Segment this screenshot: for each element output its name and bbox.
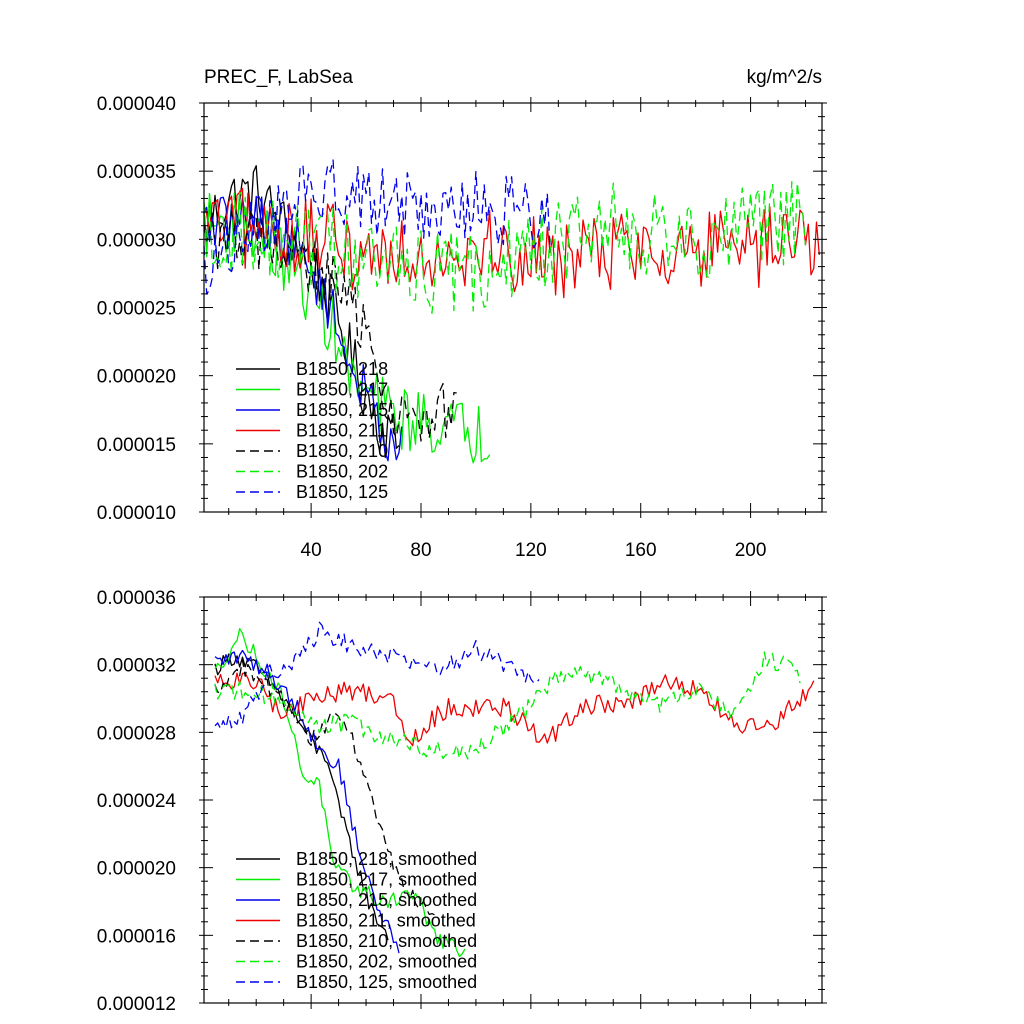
bottom-panel: 0.000012 0.000016 0.000020 0.000024 0.000028… [97, 588, 827, 1015]
series-line-6 [203, 159, 551, 295]
legend-label: B1850, 217, smoothed [296, 870, 477, 890]
y-tick-label: 0.000030 [97, 230, 176, 251]
legend-label: B1850, 215 [296, 400, 388, 420]
chart-title: PREC_F, LabSea [204, 67, 353, 88]
y-tick-label: 0.000010 [97, 503, 176, 524]
series-line-2 [214, 649, 400, 954]
legend-label: B1850, 210, smoothed [296, 931, 477, 951]
y-tick-label: 0.000020 [97, 859, 176, 880]
x-tick-label: 120 [515, 540, 547, 561]
y-tick-label: 0.000040 [97, 94, 176, 115]
legend-label: B1850, 125, smoothed [296, 972, 477, 992]
legend-label: B1850, 211 [296, 421, 387, 441]
legend-label: B1850, 202 [296, 462, 388, 482]
x-tick-label: 40 [301, 540, 322, 561]
x-tick-label: 80 [410, 540, 431, 561]
legend-label: B1850, 210 [296, 441, 388, 461]
y-tick-label: 0.000035 [97, 162, 176, 183]
y-tick-label: 0.000032 [97, 656, 176, 677]
x-tick-label: 160 [625, 540, 657, 561]
legend-label: B1850, 218 [296, 359, 388, 379]
series-line-0 [214, 653, 389, 941]
series-line-1 [203, 190, 491, 464]
top-panel: PREC_F, LabSea kg/m^2/s 0.000010 0.000015… [97, 67, 827, 561]
x-tick-label: 200 [735, 540, 767, 561]
legend-label: B1850, 215, smoothed [296, 890, 477, 910]
y-tick-label: 0.000036 [97, 588, 176, 609]
series-line-4 [203, 211, 457, 442]
y-tick-label: 0.000012 [97, 994, 176, 1015]
series-line-5 [214, 651, 801, 760]
legend-label: B1850, 202, smoothed [296, 952, 477, 972]
y-tick-label: 0.000015 [97, 435, 176, 456]
units-label: kg/m^2/s [747, 67, 822, 88]
series-line-3 [203, 187, 820, 299]
series-line-5 [203, 180, 807, 314]
legend-label: B1850, 218, smoothed [296, 849, 477, 869]
legend-label: B1850, 211, smoothed [296, 911, 476, 931]
series-line-3 [214, 672, 815, 747]
legend-label: B1850, 125 [296, 482, 388, 502]
y-tick-label: 0.000020 [97, 367, 176, 388]
y-tick-label: 0.000024 [97, 791, 177, 812]
legend-label: B1850, 217 [296, 380, 388, 400]
y-tick-label: 0.000028 [97, 723, 176, 744]
y-tick-label: 0.000016 [97, 926, 176, 947]
y-tick-label: 0.000025 [97, 299, 176, 320]
series-line-4 [214, 659, 435, 916]
series-line-6 [214, 621, 540, 730]
